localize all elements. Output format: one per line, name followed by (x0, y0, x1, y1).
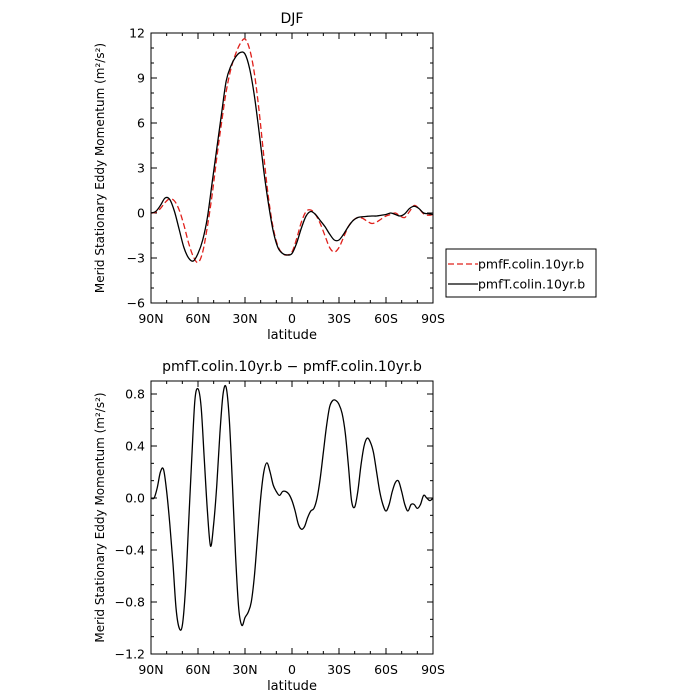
y-tick-label: 0.8 (125, 387, 145, 402)
x-tick-label: 60S (374, 311, 398, 326)
y-tick-label: 0.4 (125, 439, 145, 454)
y-tick-label: −0.8 (115, 595, 145, 610)
x-tick-label: 60S (374, 662, 398, 677)
x-tick-label: 90N (138, 662, 163, 677)
plot-frame (150, 32, 434, 304)
legend-box (445, 248, 597, 298)
y-tick-label: 12 (129, 26, 145, 41)
y-axis-label: Merid Stationary Eddy Momentum (m²/s²) (93, 392, 107, 642)
series-line-pmff-colin-10yr-b (150, 38, 434, 264)
chart-title: pmfT.colin.10yr.b − pmfF.colin.10yr.b (162, 359, 422, 375)
x-tick-label: 30S (327, 311, 351, 326)
x-tick-label: 0 (288, 662, 296, 677)
difference-line (150, 384, 434, 631)
y-tick-label: 0 (137, 206, 145, 221)
y-tick-label: −3 (127, 251, 145, 266)
series-line-pmft-colin-10yr-b (150, 51, 434, 262)
y-tick-label: −6 (127, 296, 145, 311)
x-tick-label: 30N (232, 311, 257, 326)
x-tick-label: 30N (232, 662, 257, 677)
y-tick-label: 3 (137, 161, 145, 176)
y-tick-label: −0.4 (115, 543, 145, 558)
x-tick-label: 90S (421, 662, 445, 677)
chart-panel-1: DJF −6 −3 0 3 6 9 12 90N 60N 30N 0 30S 60S 90S latitude… (93, 11, 597, 343)
y-tick-label: −1.2 (115, 647, 145, 662)
x-tick-label: 60N (185, 662, 210, 677)
chart-title: DJF (281, 11, 304, 27)
legend: pmfF.colin.10yr.b pmfT.colin.10yr.b (445, 248, 597, 298)
x-tick-label: 90S (421, 311, 445, 326)
y-axis-label: Merid Stationary Eddy Momentum (m²/s²) (93, 43, 107, 293)
y-tick-label: 9 (137, 71, 145, 86)
chart-panel-2: pmfT.colin.10yr.b − pmfF.colin.10yr.b −1.… (93, 359, 445, 694)
x-tick-label: 60N (185, 311, 210, 326)
x-axis-label: latitude (267, 328, 317, 343)
x-tick-label: 30S (327, 662, 351, 677)
legend-entry: pmfF.colin.10yr.b (478, 257, 584, 272)
legend-entry: pmfT.colin.10yr.b (478, 277, 585, 292)
y-tick-label: 0.0 (125, 491, 145, 506)
x-tick-label: 0 (288, 311, 296, 326)
x-tick-label: 90N (138, 311, 163, 326)
x-axis-label: latitude (267, 679, 317, 694)
y-tick-label: 6 (137, 116, 145, 131)
